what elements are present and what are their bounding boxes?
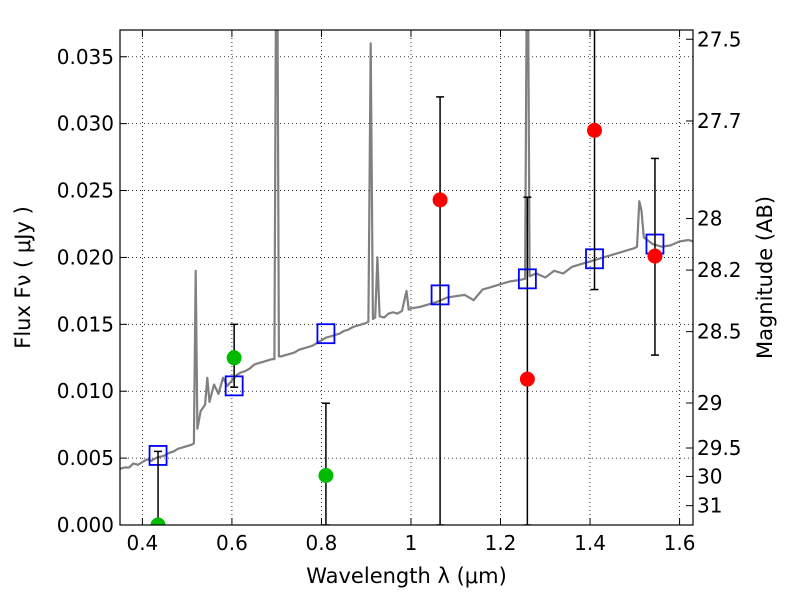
right-tick-label: 29 xyxy=(697,391,722,415)
model-flux-square xyxy=(316,323,336,345)
x-tick-label: 0.6 xyxy=(216,531,248,555)
red-flux-point xyxy=(519,371,535,387)
y-tick-label: 0.010 xyxy=(57,379,114,403)
grid-lines xyxy=(120,30,693,525)
green-flux-point xyxy=(150,517,166,525)
red-flux-point xyxy=(587,122,603,138)
y-tick-label: 0.015 xyxy=(57,312,114,336)
right-tick-label: 28.5 xyxy=(697,320,742,344)
x-tick-label: 0.4 xyxy=(126,531,158,555)
y-tick-label: 0.035 xyxy=(57,45,114,69)
data-layer xyxy=(120,30,693,525)
y-tick-label: 0.025 xyxy=(57,179,114,203)
right-tick-label: 28.2 xyxy=(697,258,742,282)
right-tick-label: 27.5 xyxy=(697,27,742,51)
right-tick-label: 31 xyxy=(697,494,722,518)
right-tick-label: 30 xyxy=(697,464,722,488)
tick-layer: 0.4 0.6 0.8 1 1.2 1.4 1.6 0.000 0.005 0.010 0.015 0… xyxy=(57,27,742,555)
x-tick-label: 1.2 xyxy=(485,531,517,555)
x-tick-label: 1.4 xyxy=(574,531,606,555)
x-axis-title: Wavelength λ (μm) xyxy=(306,564,507,588)
red-flux-point xyxy=(432,192,448,208)
red-flux-point xyxy=(647,248,663,264)
y-tick-label: 0.020 xyxy=(57,245,114,269)
template-spectrum-line xyxy=(120,30,693,470)
x-tick-label: 0.8 xyxy=(306,531,338,555)
x-tick-label: 1.6 xyxy=(664,531,696,555)
plot-frame xyxy=(119,29,694,526)
y-tick-label: 0.005 xyxy=(57,446,114,470)
right-tick-label: 28 xyxy=(697,207,722,231)
y-tick-label: 0.030 xyxy=(57,112,114,136)
y-axis-title-left: Flux Fν ( μJy ) xyxy=(11,206,35,349)
right-tick-label: 27.7 xyxy=(697,109,742,133)
y-tick-label: 0.000 xyxy=(57,513,114,537)
y-axis-title-right: Magnitude (AB) xyxy=(753,196,777,359)
green-flux-point xyxy=(318,468,334,483)
right-tick-label: 29.5 xyxy=(697,436,742,460)
x-tick-label: 1 xyxy=(405,531,418,555)
green-flux-point xyxy=(226,350,242,366)
